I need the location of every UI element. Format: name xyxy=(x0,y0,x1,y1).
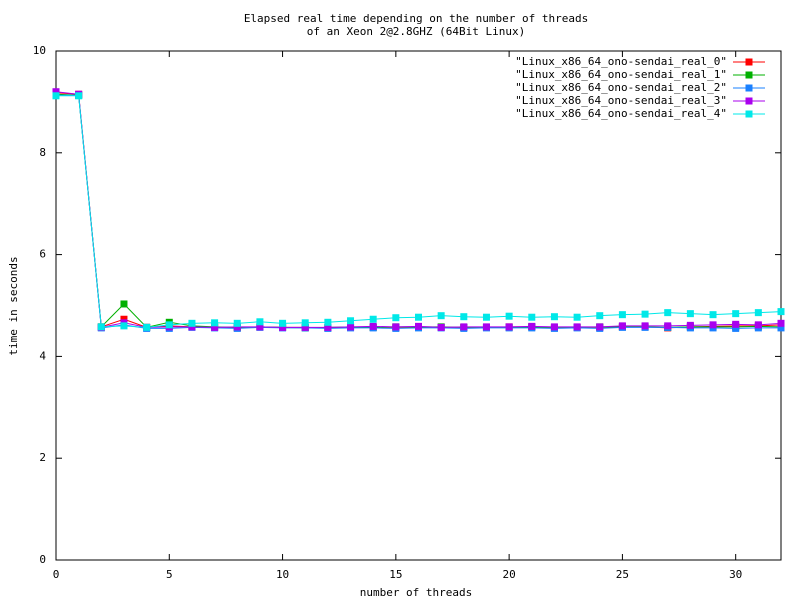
legend-swatch xyxy=(745,58,753,66)
data-point xyxy=(52,92,60,100)
data-point xyxy=(211,319,219,327)
data-point xyxy=(120,322,128,330)
data-point xyxy=(97,323,105,331)
data-point xyxy=(505,323,513,331)
data-point xyxy=(233,319,241,327)
data-point xyxy=(505,312,513,320)
data-point xyxy=(550,313,558,321)
legend-swatch xyxy=(745,97,753,105)
data-point xyxy=(664,322,672,330)
data-point xyxy=(528,322,536,330)
data-point xyxy=(686,321,694,329)
data-point xyxy=(279,319,287,327)
x-tick-label: 25 xyxy=(616,568,629,581)
data-point xyxy=(732,310,740,318)
data-point xyxy=(415,322,422,330)
data-point xyxy=(777,324,785,332)
data-point xyxy=(165,321,173,329)
data-point xyxy=(347,317,355,325)
data-point xyxy=(301,323,309,331)
legend-swatch xyxy=(745,84,753,92)
series-line xyxy=(56,94,781,329)
data-point xyxy=(369,315,377,323)
data-point xyxy=(732,324,740,332)
data-point xyxy=(482,323,490,331)
chart-title: of an Xeon 2@2.8GHZ (64Bit Linux) xyxy=(307,25,526,38)
series-line xyxy=(56,95,782,328)
legend-swatch xyxy=(745,71,753,79)
y-tick-label: 8 xyxy=(39,146,46,159)
data-point xyxy=(437,312,445,320)
legend-swatch xyxy=(745,110,753,118)
data-point xyxy=(482,313,490,321)
data-point xyxy=(369,322,377,330)
data-point xyxy=(437,323,445,331)
y-tick-label: 0 xyxy=(39,553,46,566)
data-point xyxy=(573,313,581,321)
data-point xyxy=(596,323,604,331)
data-point xyxy=(754,321,762,329)
data-point xyxy=(415,313,422,321)
series-line xyxy=(55,92,782,329)
data-point xyxy=(460,323,468,331)
x-tick-label: 15 xyxy=(389,568,402,581)
data-point xyxy=(709,321,717,329)
data-point xyxy=(550,323,558,331)
x-tick-label: 10 xyxy=(276,568,289,581)
series-line xyxy=(55,91,782,328)
data-point xyxy=(324,323,332,331)
data-point xyxy=(596,312,604,320)
x-axis-label: number of threads xyxy=(360,586,473,599)
legend-label: "Linux_x86_64_ono-sendai_real_2" xyxy=(515,81,727,94)
data-point xyxy=(392,314,400,322)
y-axis-label: time in seconds xyxy=(7,256,20,355)
legend-label: "Linux_x86_64_ono-sendai_real_1" xyxy=(515,68,727,81)
legend-label: "Linux_x86_64_ono-sendai_real_4" xyxy=(515,107,727,120)
data-point xyxy=(777,308,785,316)
y-tick-label: 2 xyxy=(39,451,46,464)
data-point xyxy=(120,300,128,308)
data-point xyxy=(188,323,196,331)
data-point xyxy=(618,311,626,319)
data-point xyxy=(143,323,151,331)
chart-title: Elapsed real time depending on the numbe… xyxy=(244,12,588,25)
data-point xyxy=(188,319,196,327)
legend-label: "Linux_x86_64_ono-sendai_real_3" xyxy=(515,94,727,107)
data-point xyxy=(233,323,241,331)
data-point xyxy=(211,323,219,331)
x-tick-label: 0 xyxy=(53,568,60,581)
data-point xyxy=(686,310,694,318)
data-point xyxy=(641,310,649,318)
data-point xyxy=(573,323,581,331)
data-point xyxy=(256,318,264,326)
data-point xyxy=(754,309,762,317)
data-point xyxy=(75,92,83,100)
data-point xyxy=(256,323,264,331)
x-tick-label: 20 xyxy=(503,568,516,581)
plot-frame xyxy=(55,50,782,561)
data-point xyxy=(664,309,672,317)
data-point xyxy=(279,323,287,331)
legend-label: "Linux_x86_64_ono-sendai_real_0" xyxy=(515,55,727,68)
data-point xyxy=(732,320,740,328)
data-point xyxy=(777,319,785,327)
x-tick-label: 5 xyxy=(166,568,173,581)
data-point xyxy=(120,315,128,323)
data-point xyxy=(709,311,717,319)
series-line xyxy=(55,93,782,329)
data-point xyxy=(392,323,400,331)
data-point xyxy=(618,322,626,330)
data-point xyxy=(347,323,355,331)
data-point xyxy=(460,313,468,321)
x-tick-label: 30 xyxy=(729,568,742,581)
data-point xyxy=(641,322,649,330)
y-tick-label: 6 xyxy=(39,248,46,261)
data-point xyxy=(52,88,60,96)
data-point xyxy=(301,319,309,327)
data-point xyxy=(324,318,332,326)
y-tick-label: 10 xyxy=(33,44,46,57)
y-tick-label: 4 xyxy=(39,349,46,362)
data-point xyxy=(528,313,536,321)
